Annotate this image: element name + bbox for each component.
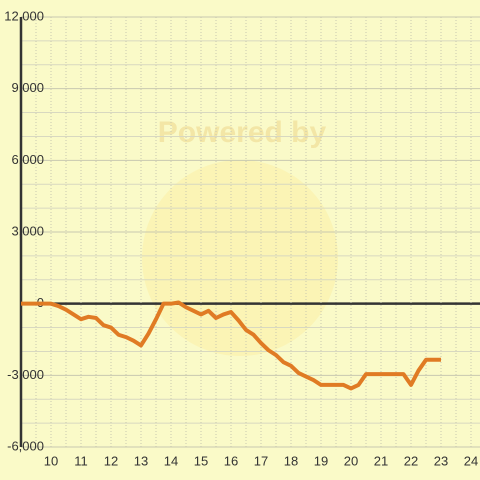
x-tick-label: 19 [314, 453, 328, 468]
data-line [21, 300, 441, 391]
x-tick-label: 10 [44, 453, 58, 468]
y-tick-label: -6,000 [7, 438, 44, 453]
x-tick-label: 23 [434, 453, 448, 468]
x-tick-label: 17 [254, 453, 268, 468]
x-tick-label: 12 [104, 453, 118, 468]
x-tick-label: 16 [224, 453, 238, 468]
x-tick-label: 14 [164, 453, 178, 468]
y-tick-label: 6,000 [11, 152, 44, 167]
x-tick-label: 21 [374, 453, 388, 468]
watermark-logo [142, 160, 338, 356]
watermark: Powered by [158, 116, 327, 149]
y-tick-label: 12,000 [4, 8, 44, 23]
x-tick-label: 22 [404, 453, 418, 468]
x-tick-label: 13 [134, 453, 148, 468]
x-tick-label: 20 [344, 453, 358, 468]
y-tick-label: 9,000 [11, 80, 44, 95]
y-tick-label: 3,000 [11, 223, 44, 238]
x-tick-label: 18 [284, 453, 298, 468]
x-tick-label: 24 [464, 453, 478, 468]
y-tick-label: -3,000 [7, 367, 44, 382]
x-tick-label: 15 [194, 453, 208, 468]
x-tick-label: 11 [74, 453, 88, 468]
